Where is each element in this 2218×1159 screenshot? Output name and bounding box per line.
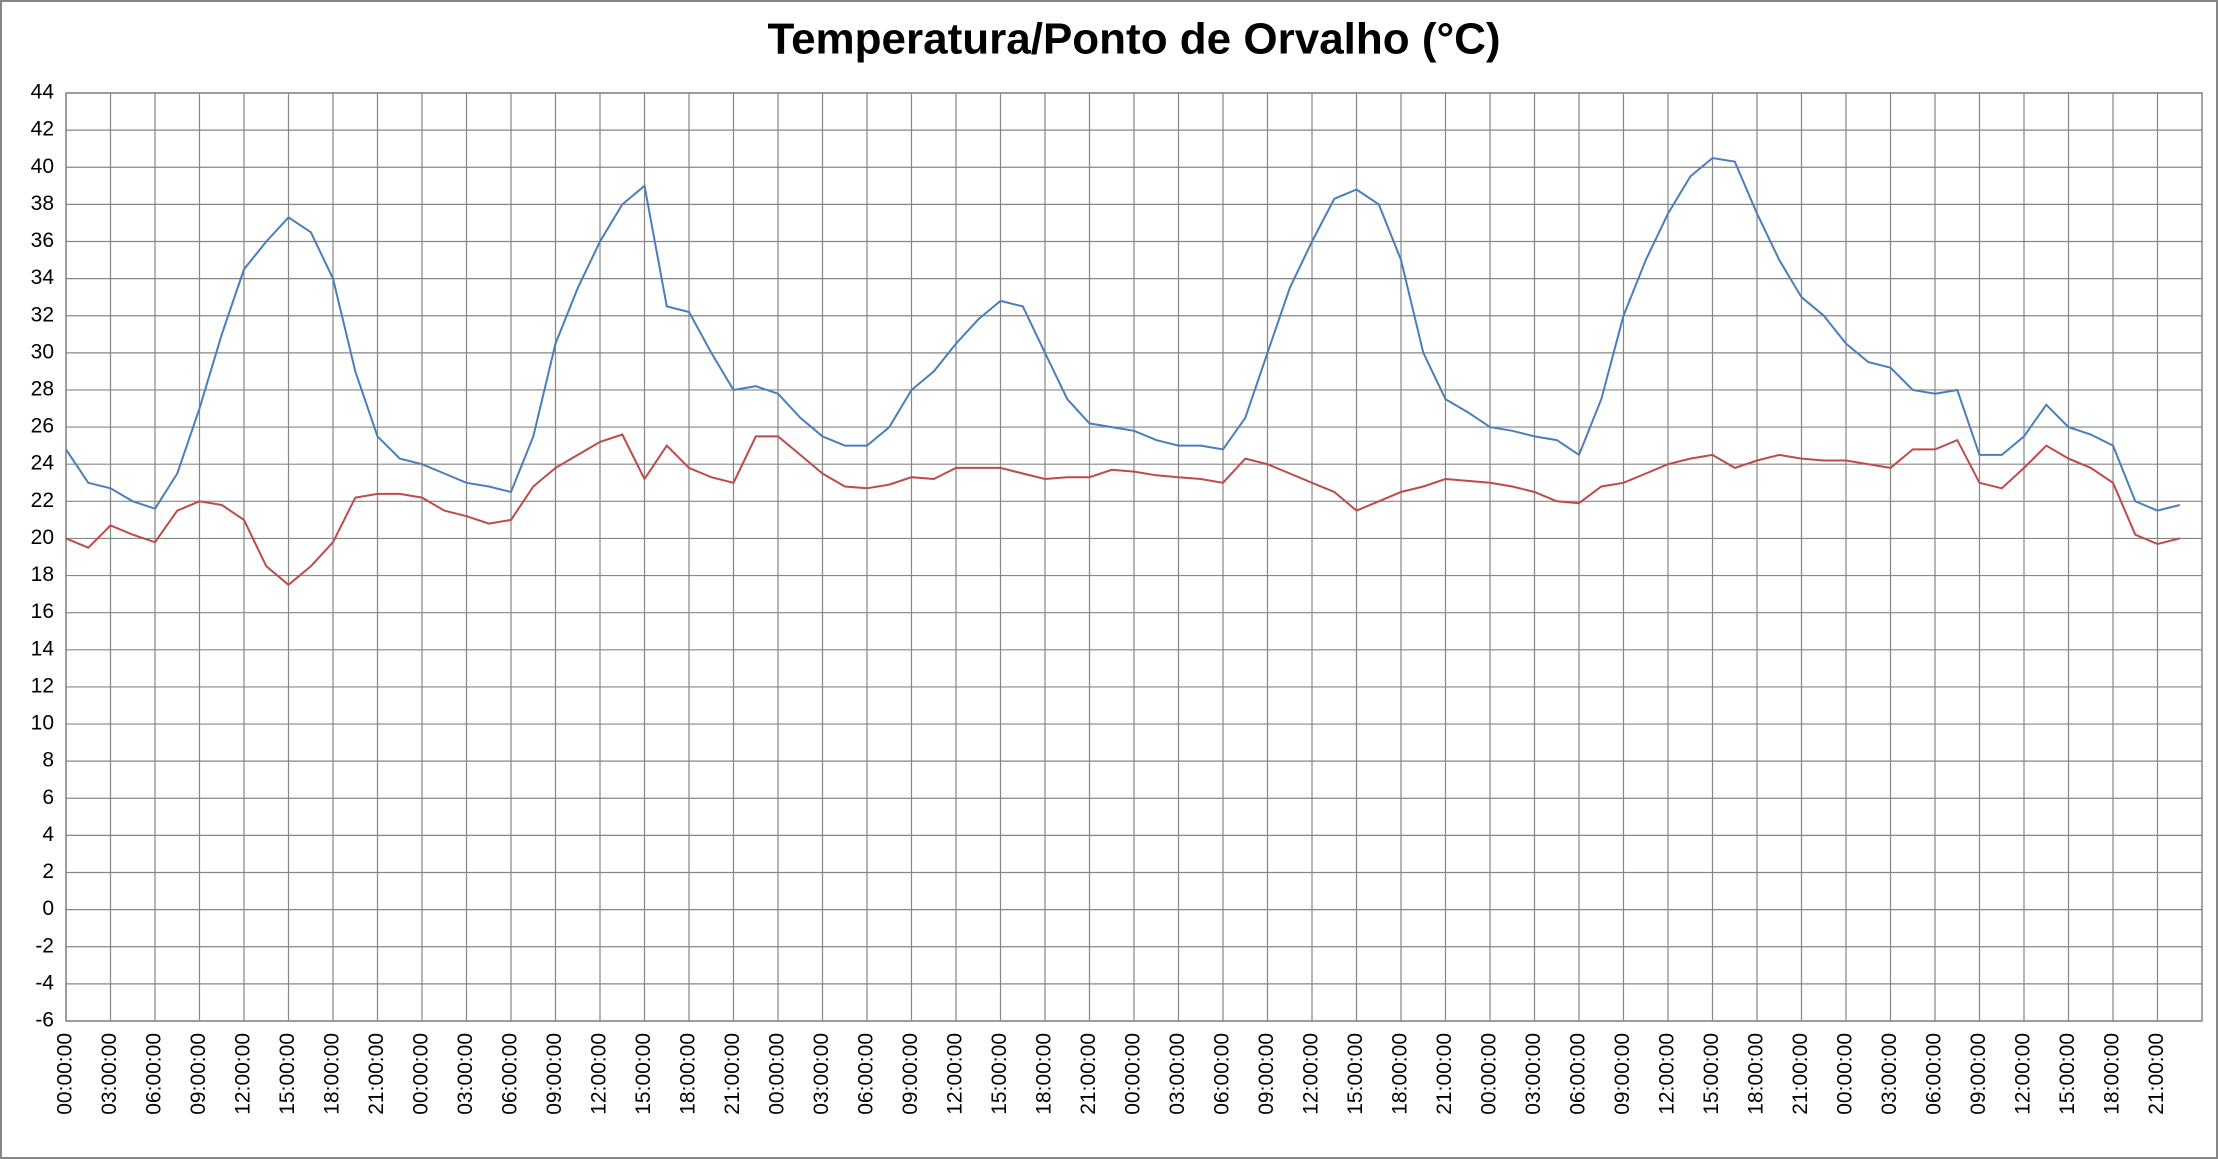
y-tick-label: 4 — [42, 823, 54, 846]
y-tick-label: -2 — [35, 934, 54, 957]
x-tick-label: 03:00:00 — [1166, 1033, 1189, 1115]
x-tick-label: 12:00:00 — [1300, 1033, 1323, 1115]
x-tick-label: 18:00:00 — [321, 1033, 344, 1115]
x-tick-label: 09:00:00 — [899, 1033, 922, 1115]
y-tick-label: 28 — [31, 378, 54, 401]
x-tick-label: 18:00:00 — [1745, 1033, 1768, 1115]
x-tick-label: 06:00:00 — [1923, 1033, 1946, 1115]
x-tick-label: 00:00:00 — [1122, 1033, 1145, 1115]
y-tick-label: 32 — [31, 303, 54, 326]
x-tick-label: 06:00:00 — [143, 1033, 166, 1115]
y-tick-label: 8 — [42, 749, 54, 772]
series-line — [65, 433, 2181, 587]
x-tick-label: 09:00:00 — [1611, 1033, 1634, 1115]
x-tick-label: 09:00:00 — [1255, 1033, 1278, 1115]
x-tick-label: 12:00:00 — [2012, 1033, 2035, 1115]
x-tick-label: 09:00:00 — [543, 1033, 566, 1115]
x-tick-label: 12:00:00 — [1656, 1033, 1679, 1115]
x-tick-label: 03:00:00 — [810, 1033, 833, 1115]
y-tick-label: -4 — [35, 971, 54, 994]
x-tick-label: 18:00:00 — [1389, 1033, 1412, 1115]
x-tick-label: 21:00:00 — [1077, 1033, 1100, 1115]
x-tick-label: 15:00:00 — [1700, 1033, 1723, 1115]
y-tick-label: 42 — [31, 118, 54, 141]
series-line — [65, 156, 2181, 512]
x-tick-label: 00:00:00 — [410, 1033, 433, 1115]
x-tick-label: 09:00:00 — [1967, 1033, 1990, 1115]
y-tick-label: 12 — [31, 674, 54, 697]
x-tick-label: 18:00:00 — [677, 1033, 700, 1115]
x-tick-label: 09:00:00 — [187, 1033, 210, 1115]
x-tick-label: 00:00:00 — [1834, 1033, 1857, 1115]
x-tick-label: 06:00:00 — [1567, 1033, 1590, 1115]
y-tick-label: 34 — [31, 266, 55, 289]
x-tick-label: 21:00:00 — [365, 1033, 388, 1115]
x-tick-label: 21:00:00 — [1433, 1033, 1456, 1115]
y-tick-label: 14 — [31, 637, 55, 660]
x-tick-label: 03:00:00 — [1878, 1033, 1901, 1115]
y-tick-label: 10 — [31, 712, 54, 735]
x-tick-label: 03:00:00 — [1522, 1033, 1545, 1115]
y-tick-label: 20 — [31, 526, 54, 549]
x-tick-label: 15:00:00 — [988, 1033, 1011, 1115]
y-tick-label: 22 — [31, 489, 54, 512]
y-tick-label: 24 — [31, 452, 55, 475]
y-tick-label: -6 — [35, 1009, 54, 1032]
y-tick-label: 36 — [31, 229, 54, 252]
x-tick-label: 21:00:00 — [1789, 1033, 1812, 1115]
x-tick-label: 06:00:00 — [1211, 1033, 1234, 1115]
x-tick-label: 12:00:00 — [232, 1033, 255, 1115]
x-tick-label: 21:00:00 — [721, 1033, 744, 1115]
y-tick-label: 16 — [31, 600, 54, 623]
chart-title: Temperatura/Ponto de Orvalho (°C) — [767, 15, 1500, 64]
x-tick-label: 00:00:00 — [766, 1033, 789, 1115]
x-tick-label: 12:00:00 — [944, 1033, 967, 1115]
x-tick-label: 21:00:00 — [2145, 1033, 2168, 1115]
x-tick-label: 15:00:00 — [632, 1033, 655, 1115]
y-tick-label: 30 — [31, 340, 54, 363]
y-tick-label: 0 — [42, 897, 54, 920]
x-tick-label: 15:00:00 — [276, 1033, 299, 1115]
y-tick-label: 38 — [31, 192, 54, 215]
y-tick-label: 2 — [42, 860, 54, 883]
x-tick-label: 15:00:00 — [2056, 1033, 2079, 1115]
x-tick-label: 15:00:00 — [1344, 1033, 1367, 1115]
y-tick-label: 44 — [31, 81, 55, 104]
x-tick-label: 12:00:00 — [588, 1033, 611, 1115]
x-tick-label: 18:00:00 — [2101, 1033, 2124, 1115]
y-tick-label: 6 — [42, 786, 54, 809]
x-tick-label: 06:00:00 — [855, 1033, 878, 1115]
y-tick-label: 26 — [31, 415, 54, 438]
x-tick-label: 18:00:00 — [1033, 1033, 1056, 1115]
x-tick-label: 03:00:00 — [454, 1033, 477, 1115]
x-tick-label: 03:00:00 — [98, 1033, 121, 1115]
x-tick-label: 00:00:00 — [1478, 1033, 1501, 1115]
y-tick-label: 18 — [31, 563, 54, 586]
x-tick-label: 00:00:00 — [54, 1033, 77, 1115]
y-tick-label: 40 — [31, 155, 54, 178]
plot-border — [65, 92, 2203, 1022]
x-tick-label: 06:00:00 — [499, 1033, 522, 1115]
